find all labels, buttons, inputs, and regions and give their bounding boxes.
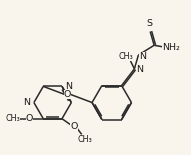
Text: N: N: [139, 52, 146, 61]
Text: O: O: [64, 90, 71, 99]
Text: N: N: [23, 98, 30, 107]
Text: CH₃: CH₃: [118, 52, 133, 61]
Text: N: N: [66, 82, 72, 91]
Text: CH₃: CH₃: [5, 114, 20, 123]
Text: S: S: [146, 19, 152, 28]
Text: CH₃: CH₃: [77, 135, 92, 144]
Text: N: N: [136, 65, 143, 74]
Text: O: O: [70, 122, 78, 131]
Text: O: O: [26, 114, 33, 123]
Text: NH₂: NH₂: [162, 43, 180, 52]
